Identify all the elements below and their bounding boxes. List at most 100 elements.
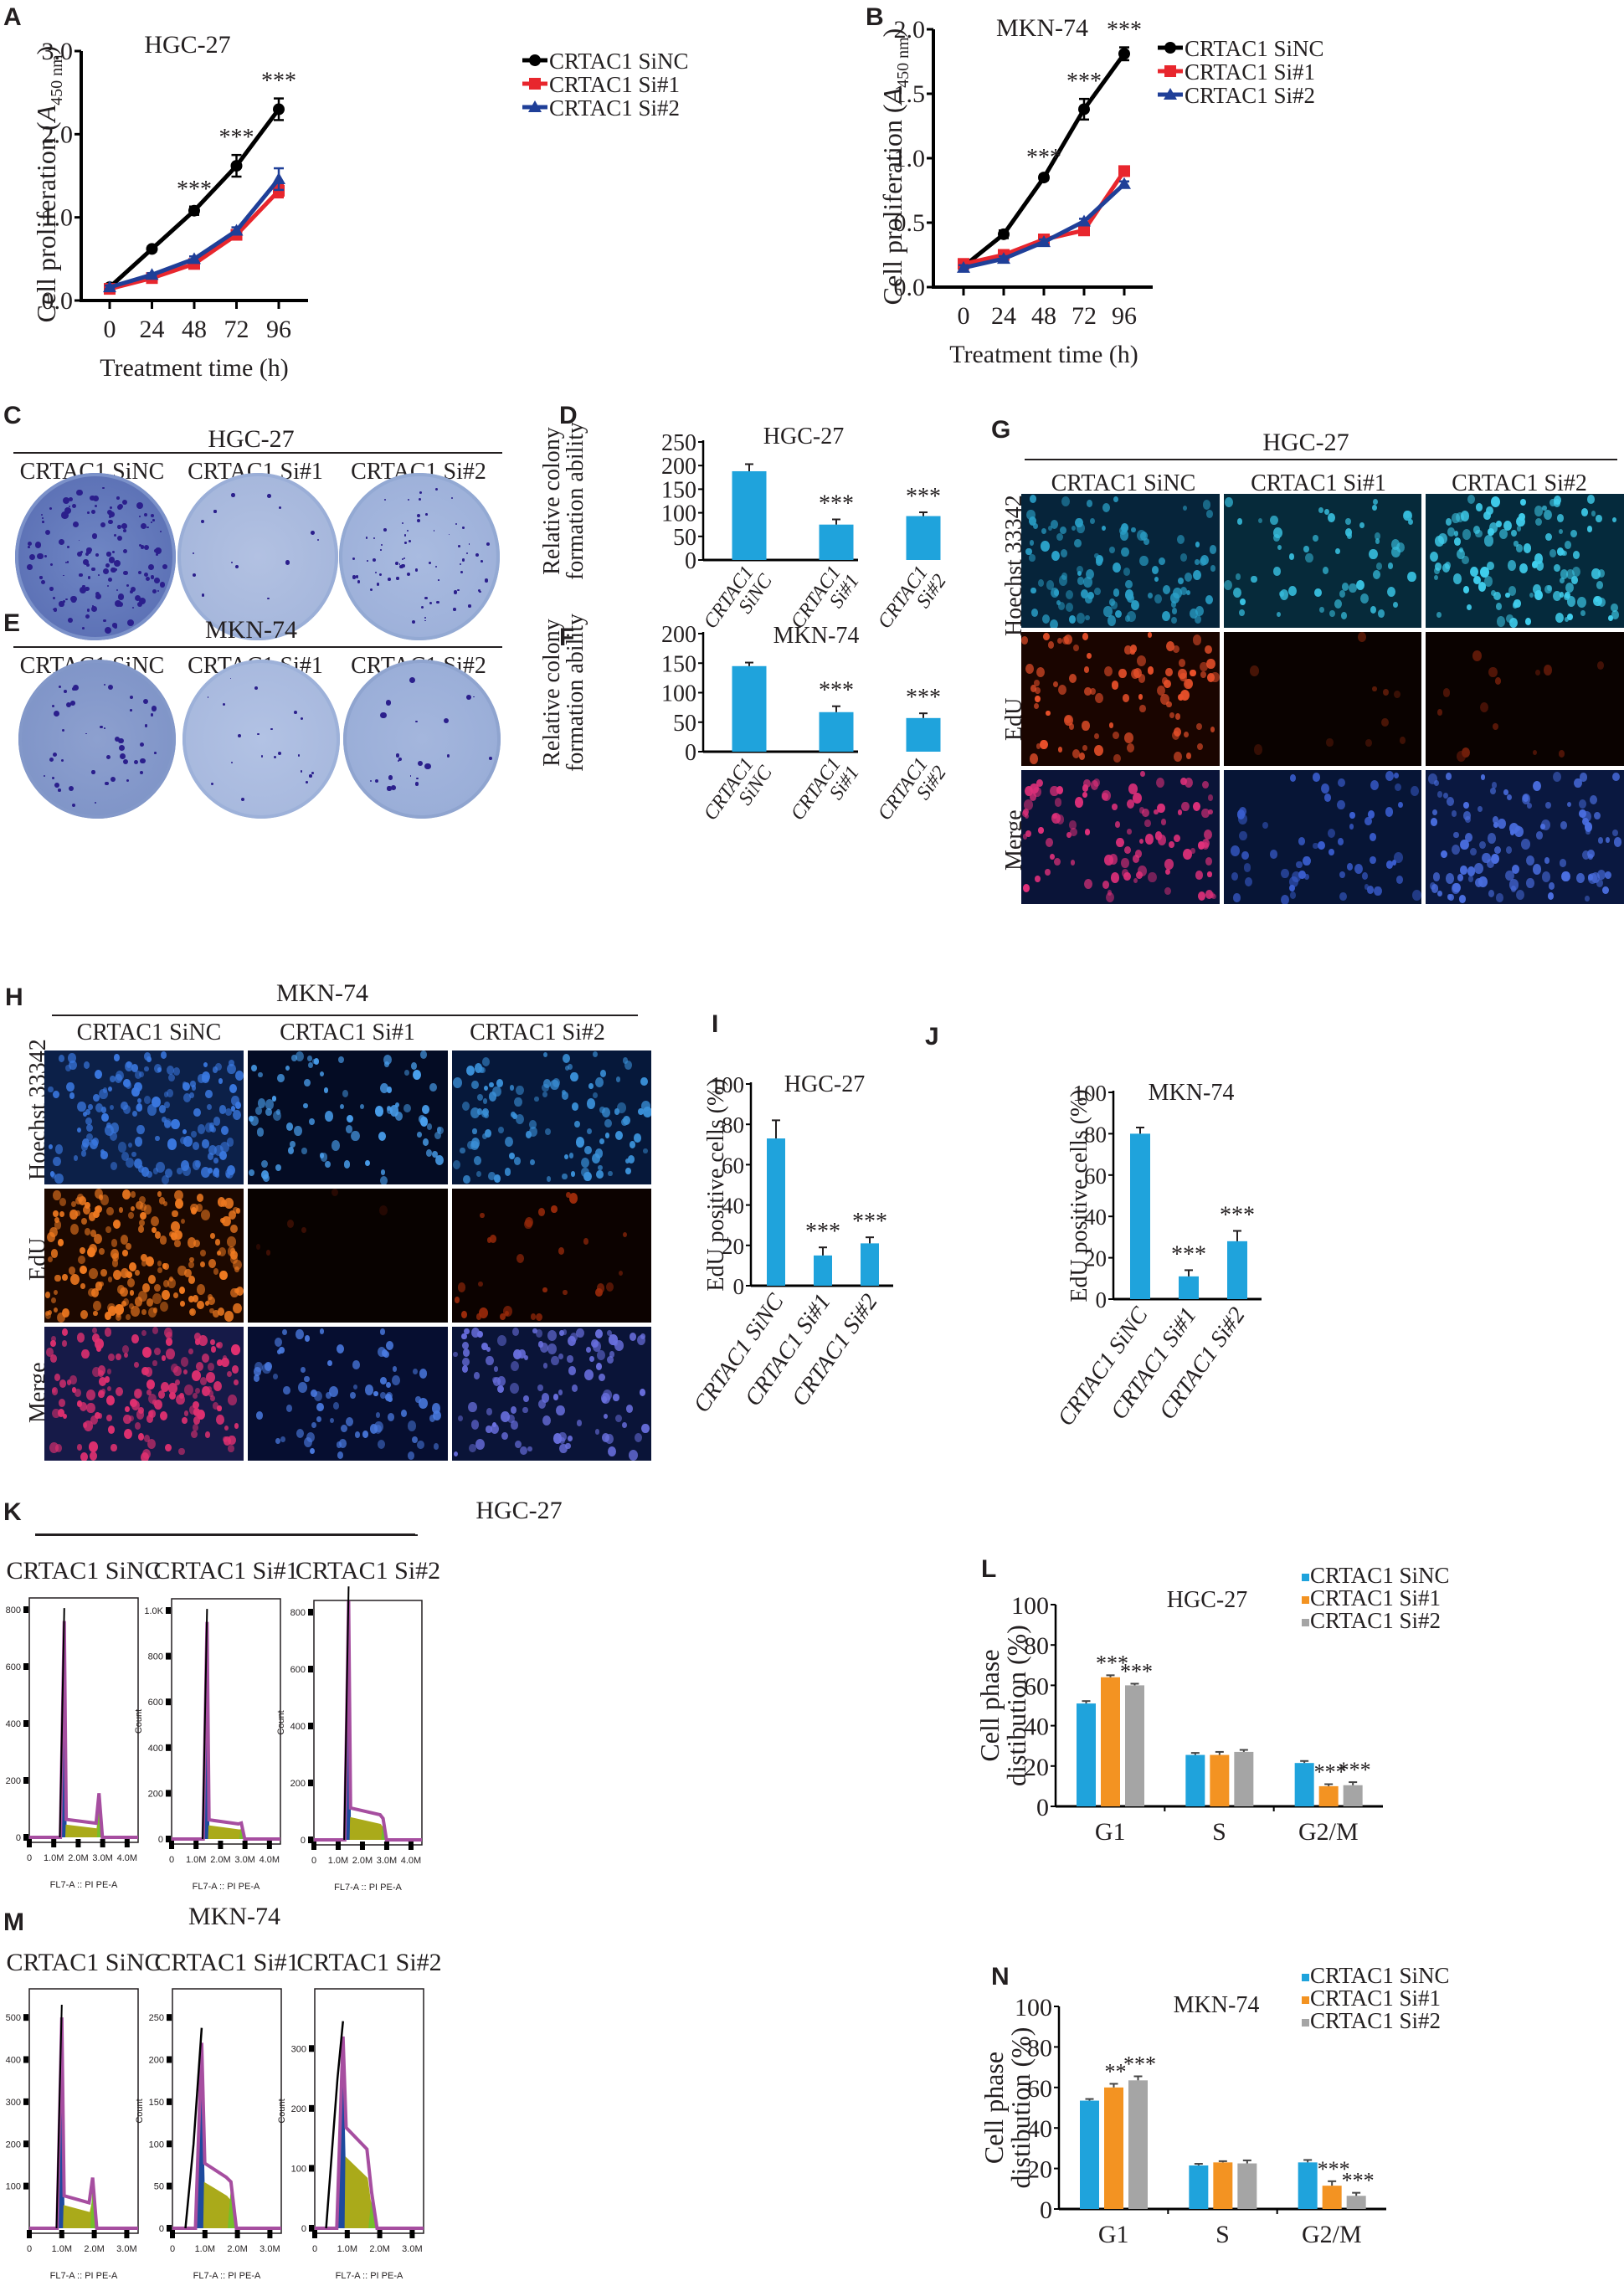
nucleus-spot <box>373 1425 383 1435</box>
legend-label: CRTAC1 Si#1 <box>549 72 680 97</box>
nucleus-spot <box>1314 588 1322 598</box>
nucleus-spot <box>1071 526 1077 532</box>
nucleus-spot <box>84 1228 91 1236</box>
nucleus-spot <box>164 1092 169 1097</box>
nucleus-spot <box>542 1415 551 1426</box>
nucleus-spot <box>224 1311 234 1322</box>
nucleus-spot <box>336 1343 344 1354</box>
nucleus-spot <box>309 1118 316 1126</box>
nucleus-spot <box>1431 884 1439 894</box>
nucleus-spot <box>122 1105 131 1115</box>
nucleus-spot <box>200 1249 207 1257</box>
nucleus-spot <box>1206 658 1215 670</box>
nucleus-spot <box>1515 889 1524 900</box>
legend-marker <box>1164 65 1176 77</box>
x-tick <box>344 2230 350 2238</box>
colony-dot <box>70 701 76 706</box>
nucleus-spot <box>195 1204 203 1213</box>
colony-dot <box>424 596 428 600</box>
nucleus-spot <box>1279 590 1285 597</box>
significance-label: *** <box>906 685 941 711</box>
nucleus-spot <box>1555 612 1564 623</box>
nucleus-spot <box>1547 584 1553 591</box>
colony-dot <box>421 605 424 609</box>
significance-label: *** <box>219 125 254 151</box>
bar <box>1179 1276 1199 1299</box>
nucleus-spot <box>1467 876 1474 883</box>
nucleus-spot <box>1374 532 1380 540</box>
nucleus-spot <box>1287 586 1297 597</box>
nucleus-spot <box>62 1328 69 1336</box>
nucleus-spot <box>131 1306 141 1318</box>
colony-dot <box>157 589 160 593</box>
nucleus-spot <box>474 1372 481 1379</box>
nucleus-spot <box>1490 589 1496 597</box>
nucleus-spot <box>489 1234 497 1243</box>
colony-dot <box>159 530 162 533</box>
colony-dot <box>118 744 125 752</box>
nucleus-spot <box>128 1212 134 1219</box>
nucleus-spot <box>1570 575 1579 584</box>
nucleus-spot <box>512 1348 522 1359</box>
nucleus-spot <box>1512 864 1520 874</box>
nucleus-spot <box>1445 773 1452 780</box>
colony-dot <box>213 510 217 513</box>
nucleus-spot <box>1354 863 1364 874</box>
nucleus-spot <box>134 1362 139 1369</box>
legend-marker <box>529 54 541 66</box>
nucleus-spot <box>146 1056 152 1063</box>
y-tick <box>23 1834 28 1841</box>
colony-dot <box>43 774 45 777</box>
nucleus-spot <box>189 1256 194 1263</box>
nucleus-spot <box>177 1168 182 1174</box>
nucleus-spot <box>88 1244 98 1255</box>
nucleus-spot <box>117 1285 126 1294</box>
nucleus-spot <box>1431 818 1437 826</box>
nucleus-spot <box>535 1329 542 1338</box>
colony-dot <box>106 552 111 557</box>
nucleus-spot <box>1493 816 1499 824</box>
flow-plot-frame <box>28 1988 139 2234</box>
nucleus-spot <box>206 1386 212 1393</box>
nucleus-spot <box>492 1086 501 1097</box>
nucleus-spot <box>1369 548 1378 560</box>
nucleus-spot <box>183 1410 189 1417</box>
nucleus-spot <box>1497 819 1506 829</box>
nucleus-spot <box>62 1308 69 1318</box>
nucleus-spot <box>1565 582 1575 593</box>
chart-title: HGC-27 <box>784 1071 865 1097</box>
nucleus-spot <box>1534 553 1544 564</box>
significance-label: *** <box>1096 1651 1128 1675</box>
nucleus-spot <box>1480 774 1486 781</box>
nucleus-spot <box>1434 779 1440 787</box>
nucleus-spot <box>197 1300 204 1309</box>
y-tick <box>23 1777 28 1784</box>
legend-label: CRTAC1 Si#2 <box>1310 2008 1441 2033</box>
colony-dot <box>97 573 100 576</box>
nucleus-spot <box>585 1347 591 1354</box>
colony-dot <box>140 742 145 747</box>
nucleus-spot <box>1337 799 1345 810</box>
colony-dot <box>115 737 121 742</box>
nucleus-spot <box>466 1140 475 1150</box>
nucleus-spot <box>1466 604 1472 611</box>
colony-dot <box>146 526 149 529</box>
nucleus-spot <box>1395 876 1403 884</box>
nucleus-spot <box>216 1415 225 1426</box>
nucleus-spot <box>1163 679 1171 689</box>
nucleus-spot <box>1164 886 1171 896</box>
panel-letter-f: F <box>559 624 575 651</box>
nucleus-spot <box>217 1307 225 1316</box>
panel-letter-i: I <box>712 1010 719 1038</box>
nucleus-spot <box>193 1416 200 1426</box>
x-tick-label: 4.0M <box>117 1853 137 1863</box>
legend-swatch <box>1302 2019 1309 2027</box>
nucleus-spot <box>1453 831 1459 839</box>
nucleus-spot <box>256 1411 263 1420</box>
nucleus-spot <box>1575 873 1585 883</box>
nucleus-spot <box>1534 669 1540 676</box>
nucleus-spot <box>1532 560 1539 568</box>
x-tick-label: 0 <box>170 2244 175 2254</box>
nucleus-spot <box>134 1070 141 1079</box>
x-tick <box>312 2230 317 2238</box>
